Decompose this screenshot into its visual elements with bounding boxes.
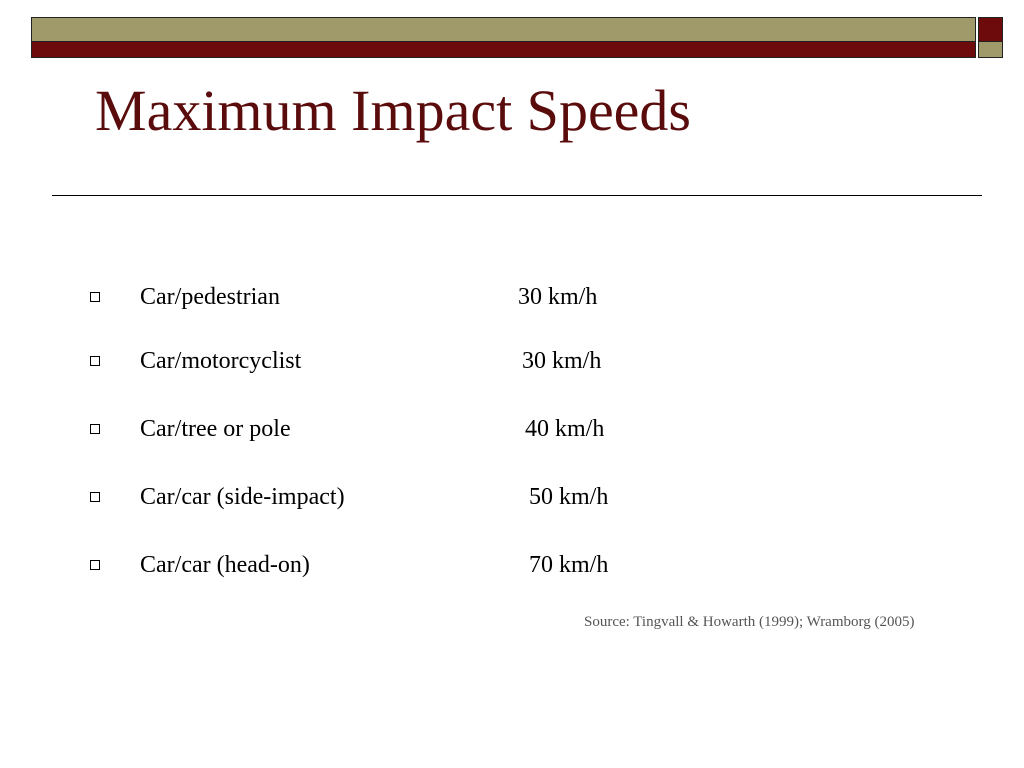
slide-title: Maximum Impact Speeds bbox=[95, 78, 692, 143]
list-item: Car/pedestrian 30 km/h bbox=[88, 281, 648, 313]
square-bullet-icon bbox=[90, 492, 100, 502]
item-label: Car/pedestrian bbox=[140, 284, 280, 310]
source-citation: Source: Tingvall & Howarth (1999); Wramb… bbox=[584, 614, 915, 630]
list-item: Car/motorcyclist 30 km/h bbox=[88, 345, 648, 377]
square-bullet-icon bbox=[90, 424, 100, 434]
item-label: Car/tree or pole bbox=[140, 416, 291, 442]
item-label: Car/motorcyclist bbox=[140, 348, 302, 374]
item-label: Car/car (head-on) bbox=[140, 552, 310, 578]
square-bullet-icon bbox=[90, 292, 100, 302]
title-divider bbox=[52, 195, 982, 196]
item-value: 30 km/h bbox=[522, 348, 602, 374]
header-band-olive bbox=[31, 17, 976, 42]
list-item: Car/tree or pole 40 km/h bbox=[88, 413, 648, 445]
header-corner-olive bbox=[978, 42, 1003, 58]
item-label: Car/car (side-impact) bbox=[140, 484, 345, 510]
item-value: 40 km/h bbox=[525, 416, 605, 442]
header-corner-maroon bbox=[978, 17, 1003, 42]
square-bullet-icon bbox=[90, 356, 100, 366]
square-bullet-icon bbox=[90, 560, 100, 570]
item-value: 70 km/h bbox=[529, 552, 609, 578]
list-item: Car/car (head-on) 70 km/h bbox=[88, 549, 648, 581]
item-value: 30 km/h bbox=[518, 284, 598, 310]
item-value: 50 km/h bbox=[529, 484, 609, 510]
list-item: Car/car (side-impact) 50 km/h bbox=[88, 481, 648, 513]
header-band-maroon bbox=[31, 42, 976, 58]
